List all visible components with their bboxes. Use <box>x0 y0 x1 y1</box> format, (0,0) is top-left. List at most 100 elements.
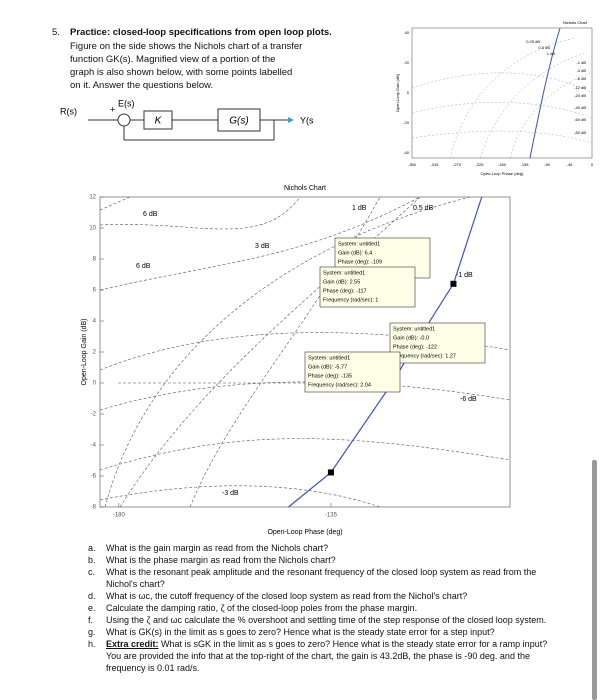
y-tick-label: 2 <box>93 350 97 356</box>
plus-sign: + <box>110 104 115 114</box>
contour <box>99 196 301 230</box>
datatip-text: Gain (dB): -0.0 <box>393 335 429 341</box>
question-body: Calculate the damping ratio, ζ of the cl… <box>106 603 418 613</box>
question-text: What is ωc, the cutoff frequency of the … <box>106 590 467 602</box>
question-letter: f. <box>88 615 94 625</box>
small-contour-label: -1 dB <box>576 60 586 65</box>
datatip-text: Frequency (rad/sec): 2.04 <box>308 382 371 388</box>
y-tick-label: 4 <box>93 319 97 325</box>
datatip-box <box>319 266 416 308</box>
small-contour-label: 0.5 dB <box>538 45 550 50</box>
y-tick-label: 8 <box>93 257 97 263</box>
small-contour-label: -80 dB <box>574 130 586 135</box>
problem-text: Figure on the side shows the Nichols cha… <box>70 40 320 92</box>
contour-label: -6 dB <box>460 396 477 403</box>
contour <box>119 196 421 508</box>
small-x-tick-label: -360 <box>408 162 417 167</box>
question-body: What is GK(s) in the limit as s goes to … <box>106 627 495 637</box>
question-text: What is GK(s) in the limit as s goes to … <box>106 626 495 638</box>
question-letter: c. <box>88 567 96 577</box>
question-body: What is ωc, the cutoff frequency of the … <box>106 591 468 601</box>
questions: a. What is the gain margin as read from t… <box>88 542 558 674</box>
small-x-tick-label: -45 <box>567 162 574 167</box>
chart-title: Nichols Chart <box>284 185 326 192</box>
output-label: Y(s <box>300 115 314 125</box>
input-label: R(s) <box>60 106 77 116</box>
problem-line: on it. Answer the questions below. <box>70 80 214 91</box>
question-letter: e. <box>88 603 96 613</box>
small-title: Nichols Chart <box>563 20 588 25</box>
question-letter: b. <box>88 555 96 565</box>
question-text: What is the phase margin as read from th… <box>106 554 336 566</box>
contour <box>99 196 421 291</box>
small-y-tick-label: 0 <box>407 90 410 95</box>
y-tick-label: 6 <box>93 288 97 294</box>
x-tick-label: -180 <box>113 513 126 519</box>
small-contour-label: -12 dB <box>574 85 586 90</box>
question: b. What is the phase margin as read from … <box>88 554 558 566</box>
datatip-text: Phase (deg): -117 <box>323 288 367 294</box>
small-x-tick-label: -225 <box>475 162 484 167</box>
small-x-tick-label: -315 <box>430 162 439 167</box>
small-contour-label: -60 dB <box>574 117 586 122</box>
controller: K <box>155 116 163 127</box>
y-tick-label: 12 <box>89 195 96 201</box>
question-text: Calculate the damping ratio, ζ of the cl… <box>106 602 417 614</box>
block-diagram: R(s) + E(s) K G(s) Y(s <box>60 98 314 141</box>
datatip-text: System: untitled1 <box>338 241 380 247</box>
small-contour-label: 1 dB <box>547 51 556 56</box>
datatip-box <box>304 351 401 393</box>
small-contour-label: -40 dB <box>574 105 586 110</box>
contour <box>104 196 471 508</box>
question-body: What is sGK in the limit as s goes to ze… <box>106 639 548 673</box>
datatip-text: Gain (dB): 6.4 <box>338 250 372 256</box>
contour <box>99 381 511 411</box>
contour <box>99 196 131 211</box>
contour-label: 1 dB <box>352 205 367 212</box>
question: f. Using the ζ and ωc calculate the % ove… <box>88 614 558 626</box>
contour-label: 0.5 dB <box>413 205 434 212</box>
plant: G(s) <box>229 116 248 127</box>
small-x-tick-label: -90 <box>544 162 551 167</box>
datatip-text: System: untitled1 <box>393 326 435 332</box>
datatip-box <box>389 322 486 364</box>
datatip-marker <box>450 280 457 287</box>
small-x-label: Open-Loop Phase (deg) <box>481 171 525 176</box>
contour-label: -1 dB <box>456 272 473 279</box>
datatip-marker <box>327 469 334 476</box>
question-letter: a. <box>88 543 96 553</box>
y-tick-label: -2 <box>91 412 97 418</box>
question-letter: d. <box>88 591 96 601</box>
extra-credit: Extra credit: <box>106 639 159 649</box>
small-y-tick-label: 40 <box>405 30 410 35</box>
small-contour-label: -3 dB <box>576 68 586 73</box>
small-y-tick-label: -20 <box>403 120 410 125</box>
question: h. Extra credit: What is sGK in the limit… <box>88 638 558 674</box>
contour-label: 6 dB <box>136 263 151 270</box>
question-text: Extra credit: What is sGK in the limit a… <box>106 638 558 674</box>
y-tick-label: -8 <box>91 505 97 511</box>
small-contour-label: -20 dB <box>574 93 586 98</box>
contour-label: -3 dB <box>222 490 239 497</box>
question-body: Using the ζ and ωc calculate the % overs… <box>106 615 547 625</box>
problem-number: 5. <box>52 27 60 38</box>
question: c. What is the resonant peak amplitude an… <box>88 566 558 590</box>
datatip-text: Frequency (rad/sec): 1 <box>323 297 378 303</box>
y-tick-label: -6 <box>91 474 97 480</box>
scrollbar <box>592 460 597 700</box>
small-x-tick-label: -135 <box>520 162 529 167</box>
problem-title: Practice: closed-loop specifications fro… <box>70 27 332 38</box>
small-nichols-chart: Nichols Chart Open-Loop Phase (deg) Open-L… <box>395 20 594 176</box>
datatip-text: Phase (deg): -122 <box>393 344 437 350</box>
question: e. Calculate the damping ratio, ζ of the … <box>88 602 558 614</box>
question: g. What is GK(s) in the limit as s goes t… <box>88 626 558 638</box>
datatip-text: System: untitled1 <box>308 355 350 361</box>
problem-line: Figure on the side shows the Nichols cha… <box>70 41 303 52</box>
question-body: What is the resonant peak amplitude and … <box>106 567 537 589</box>
datatip-text: Frequency (rad/sec): 1.27 <box>393 353 456 359</box>
contour <box>99 438 511 471</box>
small-y-label: Open-Loop Gain (dB) <box>395 73 400 112</box>
small-x-tick-label: 0 <box>591 162 594 167</box>
datatip-text: Phase (deg): -135 <box>308 373 352 379</box>
